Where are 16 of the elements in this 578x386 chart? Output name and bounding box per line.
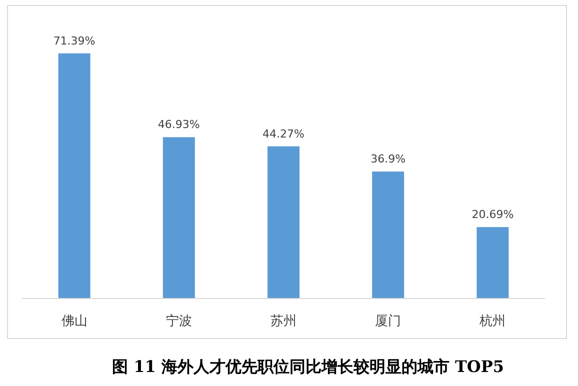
text: 图 11 海外人才优先职位同比增长较明显的城市 TOP5 xyxy=(112,357,504,376)
x-tick-label: 杭州 xyxy=(478,314,506,329)
data-label: 36.9% xyxy=(370,152,406,166)
x-tick-label: 厦门 xyxy=(375,313,402,329)
bar xyxy=(58,53,90,298)
data-label: 71.39% xyxy=(53,34,96,48)
bar xyxy=(372,172,404,298)
bar xyxy=(268,146,300,298)
data-label: 46.93% xyxy=(158,118,200,132)
x-tick-label: 佛山 xyxy=(61,314,88,329)
data-label: 44.27% xyxy=(262,127,304,140)
data-label: 20.69% xyxy=(472,208,514,222)
x-tick-label: 苏州 xyxy=(270,314,296,329)
bar xyxy=(476,227,509,298)
x-tick-label: 宁波 xyxy=(166,313,192,329)
bar xyxy=(162,137,195,298)
